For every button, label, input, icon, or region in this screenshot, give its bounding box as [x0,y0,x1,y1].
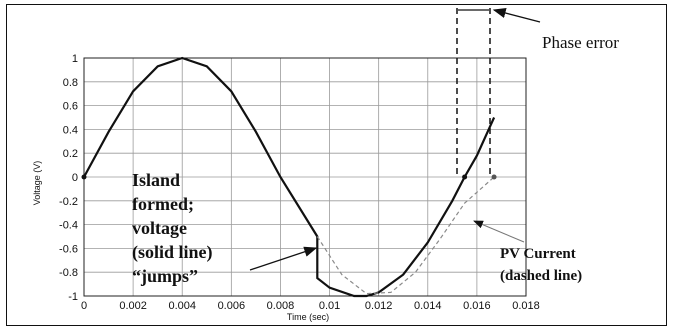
current-zero-crossing-point [491,174,497,180]
y-tick-label: -0.4 [59,220,78,232]
x-tick-label: 0.014 [414,300,442,312]
x-tick-label: 0.004 [168,300,196,312]
y-tick-label: 0.4 [63,124,78,136]
island-line-3: voltage [132,218,187,238]
y-tick-label: 0.8 [63,77,78,89]
y-tick-label: 0.6 [63,101,78,113]
x-tick-label: 0.018 [512,300,540,312]
y-tick-label: -1 [68,291,78,303]
x-tick-label: 0.002 [119,300,147,312]
pv-line-2: (dashed line) [500,268,582,284]
x-tick-label: 0 [81,300,87,312]
y-tick-label: 0.2 [63,148,78,160]
phase-error-arrow [492,7,541,23]
y-tick-label: 0 [72,172,78,184]
tick-labels: 0 0.002 0.004 0.006 0.008 0.01 0.012 0.014 0.016… [59,53,540,312]
x-tick-label: 0.01 [319,300,340,312]
phase-error-annotation: Phase error [456,7,619,178]
y-tick-label: 1 [72,53,78,65]
pv-current-annotation: PV Current (dashed line) [473,220,582,284]
pv-line-1: PV Current [500,246,576,262]
island-arrow [249,246,318,271]
y-tick-label: -0.2 [59,196,78,208]
voltage-zero-crossing-point [462,174,468,180]
pv-arrow [473,220,525,243]
island-line-5: “jumps” [132,266,198,286]
x-tick-label: 0.008 [267,300,295,312]
y-axis-label: Voltage (V) [32,161,42,206]
island-line-4: (solid line) [132,242,213,263]
island-line-2: formed; [132,194,194,214]
series-layer [81,56,497,298]
voltage-solid-line [83,56,496,298]
x-axis-label: Time (sec) [287,312,329,322]
island-line-1: Island [132,170,180,190]
x-tick-label: 0.006 [218,300,246,312]
phase-error-label: Phase error [542,33,619,52]
zero-crossing-point [81,174,87,180]
y-tick-label: -0.6 [59,243,78,255]
x-tick-label: 0.016 [463,300,491,312]
pv-current-dashed-line [316,176,495,295]
island-annotation: Island formed; voltage (solid line) “jum… [132,170,318,286]
x-tick-label: 0.012 [365,300,393,312]
y-tick-label: -0.8 [59,267,78,279]
